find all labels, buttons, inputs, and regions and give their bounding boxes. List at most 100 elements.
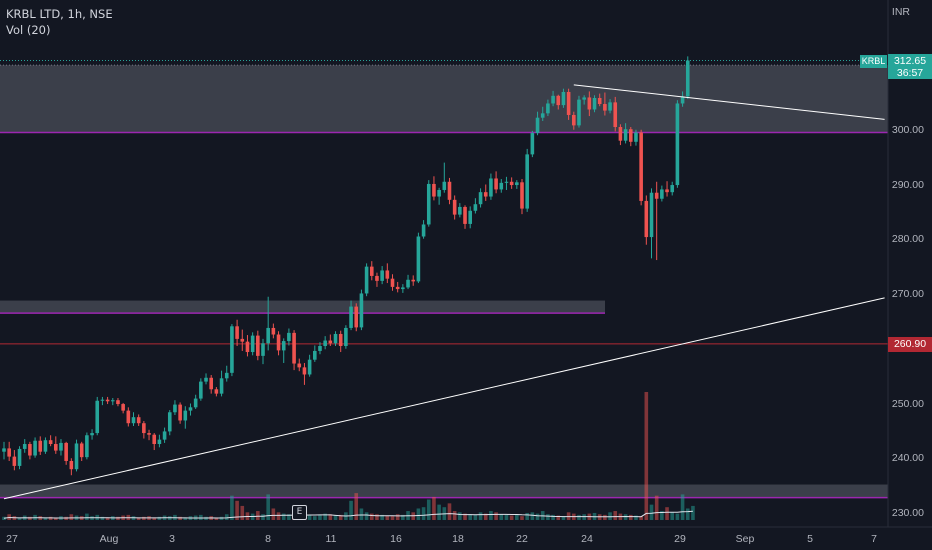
candle-body	[307, 359, 312, 375]
candles-layer	[2, 56, 690, 476]
levels-layer	[0, 59, 888, 345]
volume-bar	[525, 512, 529, 520]
candle-body	[390, 278, 395, 287]
candle-body	[401, 287, 405, 290]
volume-bar	[654, 495, 659, 520]
candle-body	[147, 433, 151, 435]
candle-body	[566, 91, 571, 115]
volume-bar	[489, 511, 493, 520]
candle-body	[442, 181, 447, 190]
volume-bar	[54, 517, 58, 520]
volume-bar	[369, 513, 374, 520]
time-label: 5	[807, 533, 813, 545]
volume-bar	[613, 511, 618, 520]
candle-body	[48, 440, 53, 445]
candle-body	[142, 423, 146, 434]
candle-body	[43, 440, 48, 452]
volume-bar	[105, 517, 110, 520]
volume-bar	[504, 514, 509, 520]
price-tick-label: 240.00	[891, 452, 924, 465]
candle-body	[551, 95, 555, 104]
candle-body	[483, 192, 488, 197]
candle-body	[577, 99, 581, 126]
price-scale[interactable]: 300.00 290.00 280.00 270.00 260.00 250.0…	[888, 0, 932, 527]
candle-body	[426, 183, 431, 225]
candle-body	[613, 102, 618, 128]
volume-bar	[338, 514, 343, 520]
candle-body	[17, 448, 22, 466]
volume-bar	[416, 508, 421, 520]
candle-body	[245, 341, 250, 353]
candle-body	[411, 279, 416, 282]
volume-bar	[199, 514, 203, 520]
candle-body	[162, 431, 167, 440]
candle-body	[79, 443, 84, 458]
candle-body	[271, 327, 276, 335]
volume-bar	[359, 508, 364, 520]
candle-body	[654, 192, 659, 199]
price-tick-label: 250.00	[891, 397, 924, 410]
candle-body	[649, 192, 654, 238]
earnings-marker[interactable]: E	[292, 505, 307, 520]
candle-body	[22, 444, 27, 449]
candle-body	[328, 340, 333, 344]
time-axis[interactable]: 27 Aug 3 8 11 16 18 22 24 29 Sep 5 7	[0, 527, 888, 550]
candle-body	[421, 224, 426, 237]
volume-bar	[116, 516, 120, 520]
candle-body	[344, 327, 348, 347]
volume-bar	[577, 514, 581, 520]
candle-body	[489, 178, 493, 197]
candle-body	[644, 200, 649, 238]
candle-body	[204, 377, 208, 382]
bar-countdown: 36:57	[896, 67, 924, 79]
candle-body	[556, 95, 561, 106]
volume-bar	[266, 494, 270, 520]
candle-body	[214, 389, 219, 394]
time-label: 22	[516, 533, 528, 545]
candle-body	[473, 204, 478, 211]
volume-ma-line	[3, 510, 693, 519]
time-label: 18	[452, 533, 464, 545]
candle-body	[623, 129, 628, 141]
candle-body	[494, 178, 498, 190]
candle-body	[603, 104, 607, 111]
volume-bar	[509, 515, 514, 520]
candle-body	[199, 381, 203, 399]
volume-bar	[551, 514, 555, 520]
volume-bar	[313, 516, 317, 520]
candle-body	[463, 206, 467, 224]
volume-bar	[561, 516, 566, 520]
volume-bar	[100, 516, 105, 520]
symbol-legend[interactable]: KRBL LTD, 1h, NSE	[6, 7, 113, 21]
candle-body	[276, 334, 281, 351]
candle-body	[592, 97, 597, 110]
volume-bar	[85, 513, 89, 520]
candle-body	[131, 417, 136, 424]
resistance-trendline	[573, 84, 885, 120]
candle-body	[313, 350, 317, 360]
volume-bar	[17, 517, 22, 520]
volume-bar	[665, 507, 669, 520]
time-label: Aug	[99, 533, 119, 545]
support-trendline	[3, 297, 885, 500]
candle-body	[499, 182, 504, 190]
candle-body	[12, 456, 17, 466]
horizontal-level-label[interactable]: 260.90	[888, 337, 932, 352]
price-tick-label: 230.00	[891, 507, 924, 519]
candle-body	[69, 460, 74, 470]
volume-bar	[628, 514, 633, 520]
volume-bar	[142, 516, 146, 520]
candle-body	[582, 97, 586, 100]
volume-bar	[670, 512, 675, 520]
volume-bar	[43, 517, 48, 520]
price-tick-label: 280.00	[891, 233, 924, 246]
candle-body	[105, 399, 110, 402]
candle-body	[74, 443, 79, 470]
trendlines-layer[interactable]	[3, 84, 885, 500]
volume-bar	[214, 517, 219, 520]
candle-body	[240, 338, 245, 342]
volume-legend[interactable]: Vol (20)	[6, 23, 51, 37]
volume-bar	[364, 512, 369, 520]
candle-body	[375, 275, 379, 281]
